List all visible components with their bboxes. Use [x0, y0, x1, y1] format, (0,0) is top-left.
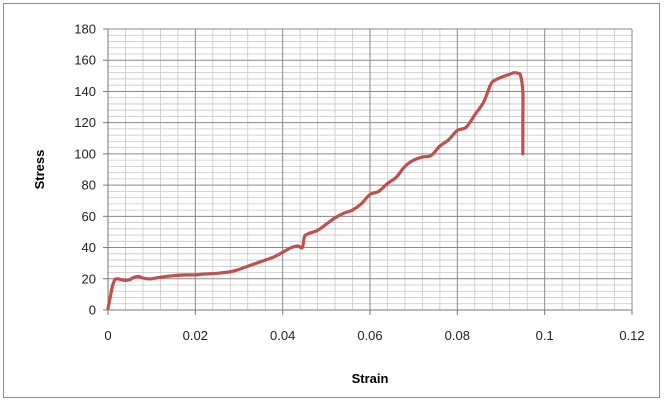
- stress-strain-series-line: [106, 71, 525, 311]
- y-tick-label: 60: [82, 209, 96, 224]
- series-layer: [106, 71, 525, 311]
- x-tick-label: 0.08: [445, 328, 470, 343]
- y-tick-label: 80: [82, 178, 96, 193]
- y-tick-label: 140: [74, 84, 96, 99]
- y-tick-label: 120: [74, 115, 96, 130]
- major-gridlines: [107, 28, 633, 311]
- x-tick-label: 0: [104, 328, 111, 343]
- x-axis-title: Strain: [352, 371, 389, 386]
- y-tick-label: 0: [89, 303, 96, 318]
- x-tick-label: 0.12: [619, 328, 644, 343]
- y-tick-label: 160: [74, 53, 96, 68]
- chart-frame: [3, 3, 660, 398]
- x-tick-label: 0.04: [270, 328, 295, 343]
- x-tick-label: 0.06: [357, 328, 382, 343]
- x-tick-label: 0.02: [183, 328, 208, 343]
- y-tick-label: 100: [74, 146, 96, 161]
- x-tick-labels: 0 0.02 0.04 0.06 0.08 0.1 0.12: [104, 328, 644, 343]
- y-tick-label: 20: [82, 271, 96, 286]
- x-tick-label: 0.1: [536, 328, 554, 343]
- y-tick-label: 40: [82, 240, 96, 255]
- y-tick-label: 180: [74, 22, 96, 37]
- axes: [103, 28, 633, 315]
- y-tick-labels: 0 20 40 60 80 100 120 140 160 180: [74, 22, 96, 318]
- y-axis-title: Stress: [32, 150, 47, 190]
